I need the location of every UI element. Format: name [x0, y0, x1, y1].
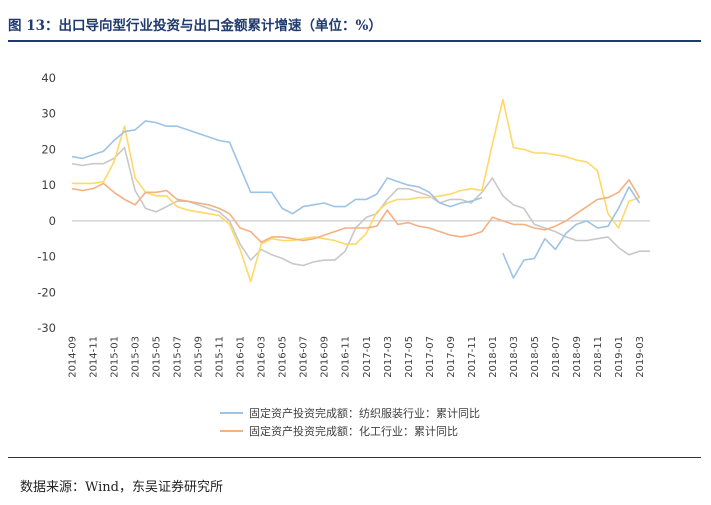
legend-label-0: 固定资产投资完成额：纺织服装行业：累计同比	[249, 406, 480, 420]
series-line-0	[71, 120, 641, 279]
footer-rule	[8, 457, 701, 458]
y-tick-label: 20	[41, 142, 56, 156]
x-tick-label: 2016-03	[257, 336, 268, 378]
y-tick-label: -20	[37, 285, 56, 299]
source-note: 数据来源：Wind，东吴证券研究所	[20, 480, 223, 495]
y-tick-label: 30	[41, 107, 56, 121]
x-tick-label: 2018-01	[488, 336, 499, 378]
y-axis-ticks: 40 30 20 10 0 -10 -20 -30	[37, 71, 650, 335]
x-tick-label: 2018-09	[572, 336, 583, 378]
x-tick-label: 2018-07	[551, 336, 562, 378]
x-tick-label: 2017-11	[467, 336, 478, 378]
title-rule	[8, 40, 701, 42]
x-tick-label: 2018-11	[593, 336, 604, 378]
x-axis-ticks: 2014-09 2014-11 2015-01 2015-03 2015-05 2015-…	[68, 336, 646, 378]
series-line-2	[72, 98, 640, 283]
y-tick-label: 40	[41, 71, 56, 85]
x-tick-label: 2015-05	[152, 336, 163, 378]
y-tick-label: -30	[37, 321, 56, 335]
y-tick-label: -10	[37, 250, 56, 264]
x-tick-label: 2015-03	[131, 336, 142, 378]
x-tick-label: 2014-09	[68, 336, 79, 378]
x-tick-label: 2015-09	[194, 336, 205, 378]
x-tick-label: 2017-05	[404, 336, 415, 378]
series-line-1	[71, 179, 641, 244]
x-tick-label: 2017-03	[383, 336, 394, 378]
x-tick-label: 2017-09	[446, 336, 457, 378]
line-chart: 40 30 20 10 0 -10 -20 -30 2014-09 2014-11 2015-01…	[37, 71, 650, 438]
x-tick-label: 2019-01	[614, 336, 625, 378]
x-tick-label: 2014-11	[89, 336, 100, 378]
x-tick-label: 2018-03	[509, 336, 520, 378]
x-tick-label: 2019-03	[635, 336, 646, 378]
x-tick-label: 2016-11	[341, 336, 352, 378]
figure-title: 图 13：出口导向型行业投资与出口金额累计增速（单位：%）	[8, 18, 382, 34]
x-tick-label: 2015-11	[215, 336, 226, 378]
series-line-3	[71, 146, 650, 267]
x-tick-label: 2016-01	[236, 336, 247, 378]
y-tick-label: 0	[49, 214, 56, 228]
x-tick-label: 2016-09	[320, 336, 331, 378]
series-lines	[71, 98, 650, 283]
x-tick-label: 2015-07	[173, 336, 184, 378]
x-tick-label: 2018-05	[530, 336, 541, 378]
legend-label-1: 固定资产投资完成额：化工行业：累计同比	[249, 424, 458, 438]
x-tick-label: 2017-07	[425, 336, 436, 378]
x-tick-label: 2016-07	[299, 336, 310, 378]
x-tick-label: 2016-05	[278, 336, 289, 378]
y-tick-label: 10	[41, 178, 56, 192]
x-tick-label: 2015-01	[110, 336, 121, 378]
x-tick-label: 2017-01	[362, 336, 373, 378]
